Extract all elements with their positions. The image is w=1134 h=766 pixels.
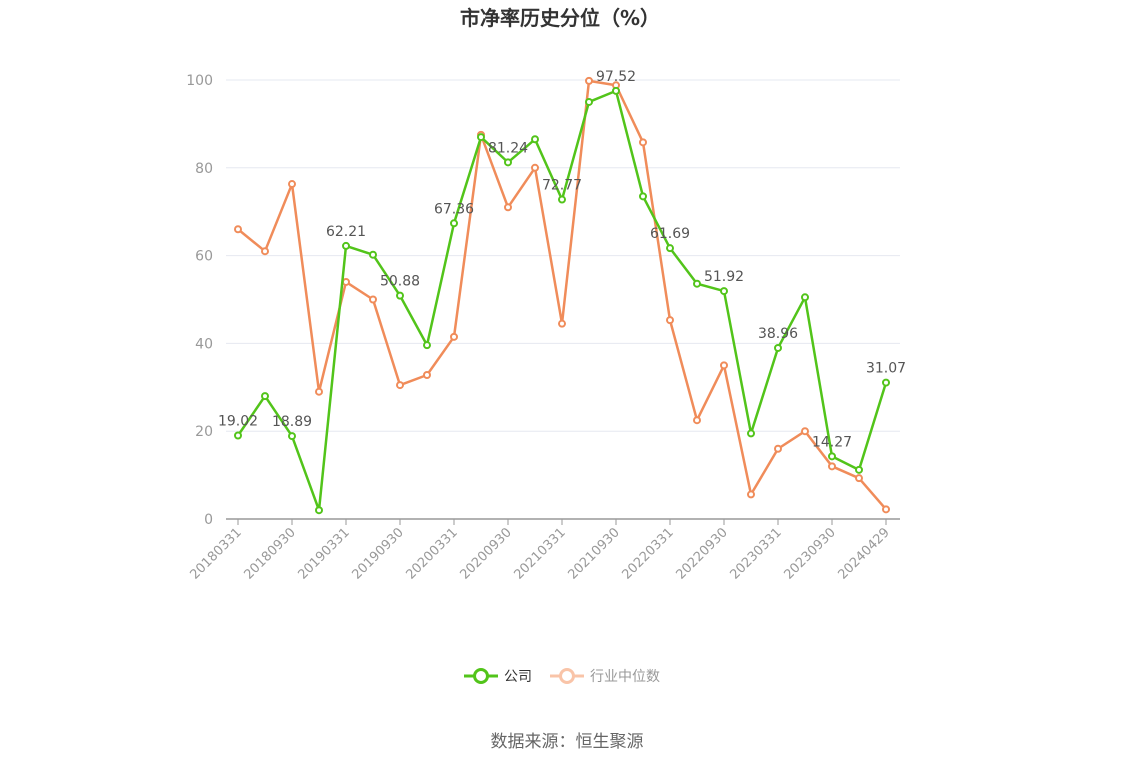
grid-lines <box>226 79 900 432</box>
data-point-company[interactable] <box>234 431 242 440</box>
y-tick-label: 40 <box>195 336 213 352</box>
data-label: 97.52 <box>596 69 636 85</box>
data-label: 81.24 <box>488 140 528 156</box>
series-layer <box>234 76 890 515</box>
data-point-industry[interactable] <box>693 416 701 425</box>
data-point-company[interactable] <box>693 279 701 288</box>
legend-marker-company <box>473 668 489 684</box>
data-point-company[interactable] <box>612 86 620 95</box>
data-label: 19.02 <box>218 414 258 430</box>
y-tick-label: 0 <box>204 512 213 528</box>
x-tick-label: 20190930 <box>349 525 406 582</box>
series-line-company <box>236 89 888 512</box>
x-tick-label: 20230930 <box>781 525 838 582</box>
data-point-industry[interactable] <box>504 203 512 212</box>
data-point-company[interactable] <box>774 343 782 352</box>
data-point-company[interactable] <box>639 192 647 201</box>
data-point-company[interactable] <box>531 135 539 144</box>
data-point-industry[interactable] <box>720 361 728 370</box>
data-label: 50.88 <box>380 274 420 290</box>
data-label: 31.07 <box>866 361 906 377</box>
x-tick-label: 20220331 <box>619 525 676 582</box>
data-point-company[interactable] <box>666 244 674 253</box>
data-point-company[interactable] <box>261 392 269 401</box>
data-point-industry[interactable] <box>342 277 350 286</box>
x-tick-label: 20180331 <box>187 525 244 582</box>
data-point-company[interactable] <box>828 452 836 461</box>
data-point-company[interactable] <box>558 195 566 204</box>
x-tick-label: 20240429 <box>835 525 892 582</box>
data-point-industry[interactable] <box>828 462 836 471</box>
data-point-industry[interactable] <box>261 247 269 256</box>
data-point-industry[interactable] <box>855 474 863 483</box>
data-point-company[interactable] <box>342 241 350 250</box>
y-tick-label: 60 <box>195 249 213 265</box>
x-tick-label: 20190331 <box>295 525 352 582</box>
legend-item-company[interactable]: 公司 <box>464 668 532 685</box>
y-axis: 0 20 40 60 80 100 <box>186 73 213 528</box>
x-tick-label: 20230331 <box>727 525 784 582</box>
data-point-company[interactable] <box>504 158 512 167</box>
data-point-industry[interactable] <box>288 180 296 189</box>
data-point-company[interactable] <box>585 97 593 106</box>
data-label: 38.96 <box>758 326 798 342</box>
data-point-company[interactable] <box>855 465 863 474</box>
data-point-company[interactable] <box>423 341 431 350</box>
data-label: 72.77 <box>542 178 582 194</box>
x-axis: 2018033120180930201903312019093020200331… <box>187 518 900 583</box>
y-tick-label: 100 <box>186 73 213 89</box>
data-point-company[interactable] <box>747 429 755 438</box>
data-point-company[interactable] <box>720 287 728 296</box>
x-tick-label: 20180930 <box>241 525 298 582</box>
data-labels: 19.02 18.89 62.21 50.88 67.36 81.24 72.77 97.52… <box>218 69 906 450</box>
legend-item-industry[interactable]: 行业中位数 <box>550 668 660 685</box>
data-point-industry[interactable] <box>774 444 782 453</box>
data-label: 18.89 <box>272 414 312 430</box>
x-tick-label: 20200331 <box>403 525 460 582</box>
data-point-company[interactable] <box>477 133 485 142</box>
data-label: 62.21 <box>326 224 366 240</box>
series-line-industry <box>237 79 887 511</box>
legend: 公司 行业中位数 <box>464 668 660 685</box>
data-point-company[interactable] <box>882 378 890 387</box>
data-label: 14.27 <box>812 434 852 450</box>
data-point-industry[interactable] <box>423 371 431 380</box>
source-note: 数据来源：恒生聚源 <box>491 732 644 752</box>
legend-label-industry: 行业中位数 <box>590 669 660 685</box>
data-label: 51.92 <box>704 269 744 285</box>
y-tick-label: 80 <box>195 161 213 177</box>
x-tick-label: 20210930 <box>565 525 622 582</box>
data-point-company[interactable] <box>288 432 296 441</box>
data-point-industry[interactable] <box>639 138 647 147</box>
x-tick-label: 20220930 <box>673 525 730 582</box>
data-point-company[interactable] <box>801 293 809 302</box>
data-point-industry[interactable] <box>801 427 809 436</box>
data-point-industry[interactable] <box>234 225 242 234</box>
data-point-industry[interactable] <box>585 76 593 85</box>
data-point-company[interactable] <box>369 250 377 259</box>
data-point-industry[interactable] <box>315 387 323 396</box>
data-point-industry[interactable] <box>747 490 755 499</box>
data-point-industry[interactable] <box>558 319 566 328</box>
data-point-industry[interactable] <box>666 316 674 325</box>
x-tick-label: 20210331 <box>511 525 568 582</box>
data-point-industry[interactable] <box>531 163 539 172</box>
legend-marker-industry <box>559 668 575 684</box>
data-point-company[interactable] <box>315 506 323 515</box>
data-label: 61.69 <box>650 226 690 242</box>
chart-title: 市净率历史分位（%） <box>460 6 660 30</box>
data-point-industry[interactable] <box>369 295 377 304</box>
x-tick-label: 20200930 <box>457 525 514 582</box>
data-point-company[interactable] <box>396 291 404 300</box>
data-label: 67.36 <box>434 201 474 217</box>
data-point-industry[interactable] <box>882 505 890 514</box>
legend-label-company: 公司 <box>504 669 532 685</box>
data-point-industry[interactable] <box>450 332 458 341</box>
data-point-company[interactable] <box>450 219 458 228</box>
y-tick-label: 20 <box>195 424 213 440</box>
data-point-industry[interactable] <box>396 381 404 390</box>
